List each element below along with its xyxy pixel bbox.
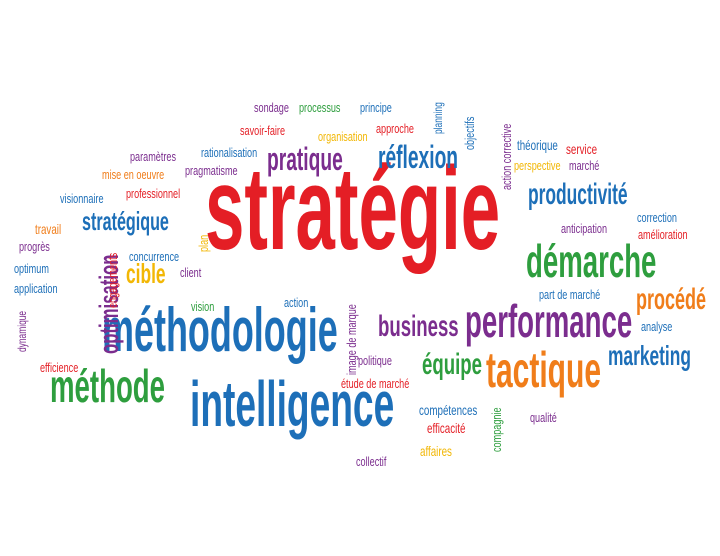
word-action-corrective: action corrective xyxy=(499,123,514,190)
word-demarche: démarche xyxy=(526,235,657,287)
word-performance: performance xyxy=(465,295,633,347)
word-marketing: marketing xyxy=(608,340,691,371)
word-processus: processus xyxy=(299,100,341,115)
word-intelligence: intelligence xyxy=(190,368,395,440)
word-etude-de-marche: étude de marché xyxy=(341,376,410,391)
word-methode: méthode xyxy=(50,360,166,412)
word-organisation: organisation xyxy=(318,129,368,144)
word-competences: compétences xyxy=(419,402,478,418)
word-equipe: équipe xyxy=(422,348,482,381)
word-reflexion: réflexion xyxy=(378,139,459,175)
word-productivite: productivité xyxy=(528,178,628,211)
word-compagnie: compagnie xyxy=(489,407,504,452)
word-efficience: efficience xyxy=(40,360,79,375)
word-procede: procédé xyxy=(636,283,707,316)
word-mise-en-oeuvre: mise en oeuvre xyxy=(102,167,165,182)
word-business: business xyxy=(378,310,459,343)
word-principe: principe xyxy=(360,100,392,115)
word-qualite: qualité xyxy=(530,410,557,425)
word-cible: cible xyxy=(126,258,166,289)
word-perspective: perspective xyxy=(514,158,561,173)
word-theorique: théorique xyxy=(517,137,558,153)
word-rationalisation: rationalisation xyxy=(201,145,258,160)
word-part-de-marche: part de marché xyxy=(539,287,601,302)
word-optimum: optimum xyxy=(14,261,49,276)
word-travail: travail xyxy=(35,221,62,237)
word-methodologie: méthodologie xyxy=(102,296,338,365)
word-amelioration: amélioration xyxy=(638,227,688,242)
word-approche: approche xyxy=(376,121,414,136)
word-plan: plan xyxy=(196,234,211,252)
word-correction: correction xyxy=(637,210,677,225)
word-anticipation: anticipation xyxy=(561,221,608,236)
word-application: application xyxy=(14,281,58,296)
word-collectif: collectif xyxy=(356,454,387,469)
word-efficacite: efficacité xyxy=(427,420,466,436)
word-sondage: sondage xyxy=(254,100,289,115)
word-strategique: stratégique xyxy=(82,206,169,236)
word-vision: vision xyxy=(191,299,215,314)
word-dynamique: dynamique xyxy=(15,310,29,352)
word-strategie: stratégie xyxy=(205,143,501,275)
word-pragmatisme: pragmatisme xyxy=(185,163,238,178)
word-engagements: engagements xyxy=(105,252,120,308)
word-pratique: pratique xyxy=(267,141,343,177)
word-professionnel: professionnel xyxy=(126,186,181,201)
word-action: action xyxy=(284,295,309,310)
word-politique: politique xyxy=(358,353,392,368)
word-marche: marché xyxy=(569,158,600,173)
word-service: service xyxy=(566,141,598,157)
word-planning: planning xyxy=(431,102,445,134)
word-progres: progrès xyxy=(19,239,50,254)
word-image-de-marque: image de marque xyxy=(344,304,359,375)
word-affaires: affaires xyxy=(420,443,452,459)
word-visionnaire: visionnaire xyxy=(60,191,104,206)
word-savoir-faire: savoir-faire xyxy=(240,123,286,138)
word-concurrence: concurrence xyxy=(129,249,180,264)
word-parametres: paramètres xyxy=(130,149,177,164)
word-client: client xyxy=(180,265,202,280)
word-analyse: analyse xyxy=(641,319,673,334)
word-tactique: tactique xyxy=(486,342,602,398)
word-objectifs: objectifs xyxy=(462,116,477,150)
